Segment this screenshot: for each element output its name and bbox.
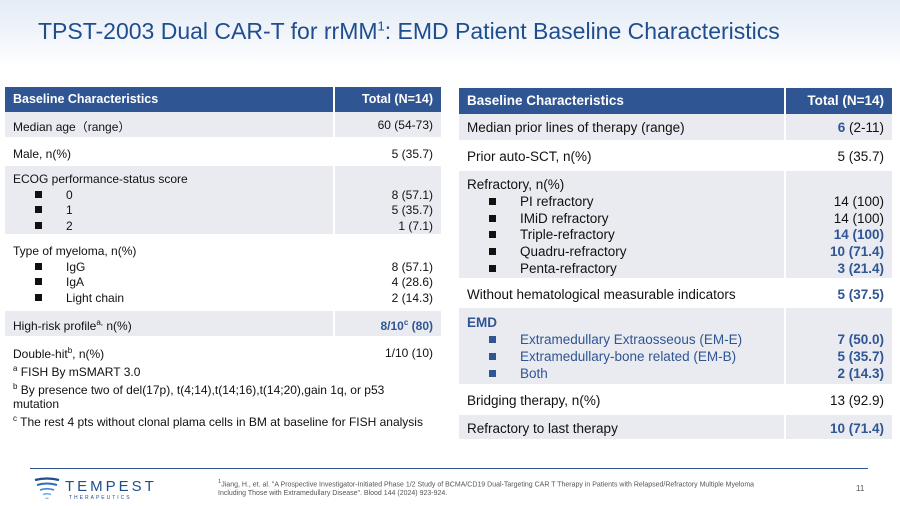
row-label: High-risk profilea, n(%) <box>5 310 334 338</box>
row-value: 14 (100) <box>833 227 884 243</box>
row-value: 14 (100) <box>833 210 884 226</box>
list-item: 2 <box>13 219 325 235</box>
page-number: 11 <box>856 484 865 493</box>
row-value: 4 (28.6) <box>391 275 433 289</box>
list-item: 0 <box>13 188 325 204</box>
list-item: Quadru-refractory <box>467 244 776 261</box>
row-label: Prior auto-SCT, n(%) <box>459 141 785 171</box>
logo-name: TEMPEST <box>65 478 157 495</box>
list-item: IMiD refractory <box>467 211 776 228</box>
list-item: IgA <box>13 275 325 291</box>
list-item: 1 <box>13 203 325 219</box>
left-baseline-table: Baseline Characteristics Total (N=14) Me… <box>5 87 441 366</box>
table-row: Type of myeloma, n(%) IgG IgA Light chai… <box>5 235 441 311</box>
row-value: 5 (35.7) <box>784 141 892 171</box>
list-item: PI refractory <box>467 194 776 211</box>
table-row: EMD Extramedullary Extraosseous (EM-E) E… <box>459 306 892 386</box>
row-value: 5 (35.7) <box>391 203 433 217</box>
bullet-icon <box>35 278 42 286</box>
bullet-icon <box>489 352 496 360</box>
reference-citation: 1Jiang, H., et. al. "A Prospective Inves… <box>218 479 755 498</box>
logo-tagline: THERAPEUTICS <box>69 495 132 501</box>
table-row: Prior auto-SCT, n(%) 5 (35.7) <box>459 141 892 171</box>
title-bar <box>0 0 900 66</box>
header-characteristics: Baseline Characteristics <box>459 88 785 114</box>
table-row: Refractory to last therapy 10 (71.4) <box>459 413 892 441</box>
tempest-logo-icon <box>34 477 60 500</box>
row-value: 5 (35.7) <box>333 138 441 166</box>
footer-divider <box>30 468 868 469</box>
row-value: 6 (2-11) <box>784 114 892 142</box>
row-value: 5 (35.7) <box>837 348 884 364</box>
row-value: 10 (71.4) <box>784 413 892 441</box>
table-row: Double-hitb, n(%) 1/10 (10) <box>5 337 441 366</box>
bullet-icon <box>35 262 42 270</box>
row-value: 8/10c (80) <box>333 310 441 338</box>
row-value: 5 (37.5) <box>784 278 892 308</box>
bullet-icon <box>489 369 496 377</box>
table-row: Median age（range） 60 (54-73) <box>5 112 441 139</box>
table-row: High-risk profilea, n(%) 8/10c (80) <box>5 310 441 338</box>
list-item: Triple-refractory <box>467 227 776 244</box>
row-label: Double-hitb, n(%) <box>5 337 334 366</box>
footnotes: a FISH By mSMART 3.0 b By presence two o… <box>13 362 433 429</box>
bullet-icon <box>489 214 496 222</box>
header-characteristics: Baseline Characteristics <box>5 87 334 112</box>
table-header-row: Baseline Characteristics Total (N=14) <box>459 88 892 114</box>
header-total: Total (N=14) <box>784 88 892 114</box>
row-label: Male, n(%) <box>5 138 334 166</box>
row-label: Refractory, n(%) <box>467 177 565 192</box>
row-label: EMD <box>467 314 497 330</box>
table-row: Without hematological measurable indicat… <box>459 278 892 308</box>
bullet-icon <box>489 231 496 239</box>
row-label: Median prior lines of therapy (range) <box>459 114 785 142</box>
row-value: 8 (57.1) <box>391 259 433 274</box>
row-value: 14 (100) <box>833 193 884 209</box>
row-value: 8 (57.1) <box>391 187 433 202</box>
row-label: Type of myeloma, n(%) <box>13 244 137 258</box>
list-item: Penta-refractory <box>467 261 776 278</box>
list-item: IgG <box>13 260 325 276</box>
list-item: Both <box>467 365 776 382</box>
bullet-icon <box>35 206 42 214</box>
row-label: Bridging therapy, n(%) <box>459 384 785 415</box>
bullet-icon <box>35 190 42 198</box>
list-item: Extramedullary Extraosseous (EM-E) <box>467 331 776 348</box>
header-total: Total (N=14) <box>333 87 441 112</box>
table-row: Refractory, n(%) PI refractory IMiD refr… <box>459 170 892 280</box>
row-value: 2 (14.3) <box>391 290 433 305</box>
slide-title: TPST-2003 Dual CAR-T for rrMM1: EMD Pati… <box>38 18 780 44</box>
row-value: 10 (71.4) <box>829 244 884 260</box>
list-item: Extramedullary-bone related (EM-B) <box>467 348 776 365</box>
list-item: Light chain <box>13 291 325 307</box>
row-value: 60 (54-73) <box>333 112 441 139</box>
row-label: ECOG performance-status score <box>13 172 188 186</box>
row-value: 13 (92.9) <box>784 384 892 415</box>
table-row: Median prior lines of therapy (range) 6 … <box>459 114 892 142</box>
row-value: 2 (14.3) <box>837 365 884 381</box>
row-label: Refractory to last therapy <box>459 413 785 441</box>
row-value: 1 (7.1) <box>398 218 433 233</box>
row-label: Without hematological measurable indicat… <box>459 278 785 308</box>
right-baseline-table: Baseline Characteristics Total (N=14) Me… <box>459 88 892 441</box>
footnote: b By presence two of del(17p), t(4;14),t… <box>13 381 385 412</box>
table-header-row: Baseline Characteristics Total (N=14) <box>5 87 441 112</box>
table-row: ECOG performance-status score 0 1 2 8 (5… <box>5 165 441 236</box>
footnote: c The rest 4 pts without clonal plama ce… <box>13 413 423 429</box>
footnote: a FISH By mSMART 3.0 <box>13 364 141 379</box>
bullet-icon <box>489 264 496 272</box>
bullet-icon <box>489 248 496 256</box>
bullet-icon <box>35 221 42 229</box>
row-value: 7 (50.0) <box>837 331 884 347</box>
bullet-icon <box>489 335 496 343</box>
row-value: 3 (21.4) <box>837 260 884 276</box>
table-row: Male, n(%) 5 (35.7) <box>5 138 441 166</box>
row-value: 1/10 (10) <box>333 337 441 366</box>
bullet-icon <box>489 197 496 205</box>
row-label: Median age（range） <box>5 112 334 139</box>
bullet-icon <box>35 293 42 301</box>
company-logo: TEMPEST THERAPEUTICS <box>33 476 163 502</box>
table-row: Bridging therapy, n(%) 13 (92.9) <box>459 384 892 415</box>
